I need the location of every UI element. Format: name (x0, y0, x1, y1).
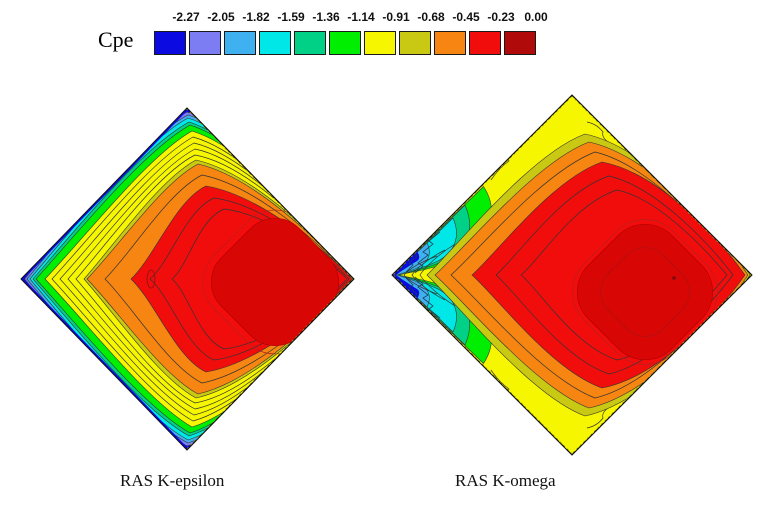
legend-swatch (189, 31, 221, 55)
diamond-outline (20, 107, 355, 451)
dark-red-core (576, 223, 714, 361)
legend-swatch (469, 31, 501, 55)
caption-k-omega: RAS K-omega (455, 471, 556, 490)
legend-swatch (504, 31, 536, 55)
small-closed-contour (146, 269, 156, 289)
legend-swatch (294, 31, 326, 55)
legend-swatch (364, 31, 396, 55)
legend-level-label: -0.91 (382, 10, 410, 24)
lobe-blue-lower (393, 273, 420, 299)
contour-bands-right (392, 95, 752, 455)
legend-level-label: 0.00 (524, 10, 548, 24)
legend-cell: -1.36 (294, 10, 340, 55)
chevron-contours-vertex (403, 243, 456, 307)
legend-level-label: -2.27 (172, 10, 200, 24)
contour-plot-k-epsilon (20, 107, 355, 451)
legend-cell: -0.23 (469, 10, 515, 55)
legend-level-label: -0.23 (487, 10, 515, 24)
legend-level-label: -0.45 (452, 10, 480, 24)
closed-contour-dot (672, 276, 676, 280)
legend-swatch (224, 31, 256, 55)
lobe-blue-upper (393, 251, 420, 277)
legend-level-label: -2.05 (207, 10, 235, 24)
legend-title: Cpe (98, 27, 134, 52)
legend-cell: -2.05 (189, 10, 235, 55)
caption-k-epsilon: RAS K-epsilon (120, 471, 225, 490)
legend-swatch (259, 31, 291, 55)
diamond-outline (391, 94, 753, 456)
legend-swatch (154, 31, 186, 55)
legend-cell: -1.82 (224, 10, 270, 55)
legend-cell: -2.27 (154, 10, 200, 55)
legend-cell: -0.91 (364, 10, 410, 55)
inner-core-contour (600, 247, 690, 337)
legend-level-label: -1.59 (277, 10, 305, 24)
legend-level-label: -1.36 (312, 10, 340, 24)
legend-level-label: -1.14 (347, 10, 375, 24)
legend-swatch (399, 31, 431, 55)
legend-cell: -1.59 (259, 10, 305, 55)
contour-plot-k-omega (391, 94, 753, 456)
legend-swatch (329, 31, 361, 55)
legend-level-label: -0.68 (417, 10, 445, 24)
legend-cell: -1.14 (329, 10, 375, 55)
legend-cell: 0.00 (504, 10, 548, 55)
legend-cell: -0.45 (434, 10, 480, 55)
contour-lines-red-band (495, 175, 734, 375)
legend-level-label: -1.82 (242, 10, 270, 24)
contour-bands-left (21, 108, 354, 450)
core-outline-contour (572, 219, 718, 365)
legend-cell: -0.68 (399, 10, 445, 55)
legend-swatch (434, 31, 466, 55)
colorbar: -2.27 -2.05 -1.82 -1.59 -1.36 -1.14 -0.9… (154, 10, 548, 55)
